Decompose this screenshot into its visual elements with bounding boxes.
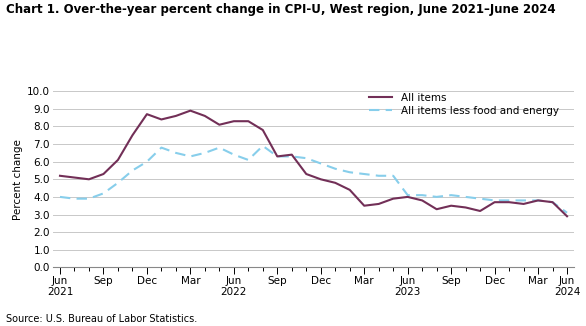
Text: Chart 1. Over-the-year percent change in CPI-U, West region, June 2021–June 2024: Chart 1. Over-the-year percent change in… (6, 3, 556, 16)
Legend: All items, All items less food and energy: All items, All items less food and energ… (369, 93, 558, 116)
Y-axis label: Percent change: Percent change (13, 139, 23, 220)
Text: Source: U.S. Bureau of Labor Statistics.: Source: U.S. Bureau of Labor Statistics. (6, 314, 197, 324)
